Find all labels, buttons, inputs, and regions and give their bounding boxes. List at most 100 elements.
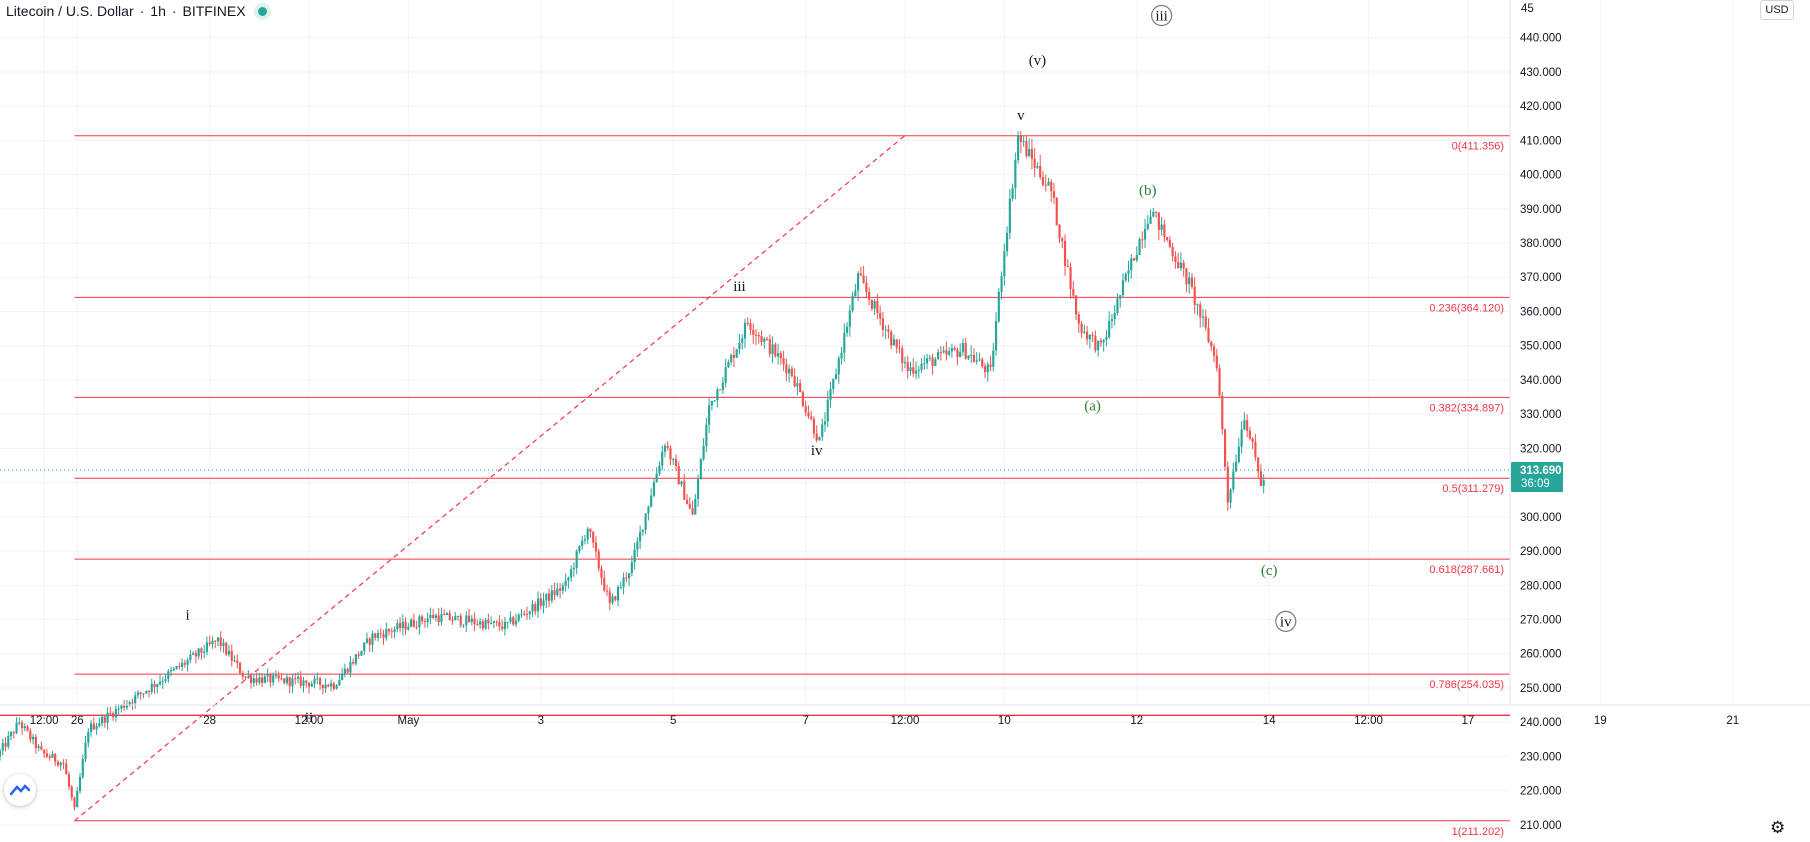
candle-body xyxy=(636,541,639,550)
candle-body xyxy=(961,343,965,352)
candle-body xyxy=(1254,441,1257,458)
candle-body xyxy=(125,704,129,708)
candle-body xyxy=(426,618,429,623)
candle-body xyxy=(432,614,435,619)
wave-label: iv xyxy=(811,443,823,459)
candle-body xyxy=(881,318,885,330)
candle-body xyxy=(429,614,432,619)
candle-body xyxy=(443,613,446,615)
time-tick-label: 3 xyxy=(538,715,544,727)
candle-body xyxy=(1160,224,1163,230)
candle-body xyxy=(677,466,680,485)
candle-body xyxy=(909,367,912,372)
candle-body xyxy=(520,613,523,615)
candle-body xyxy=(131,702,134,704)
time-tick-label: 14 xyxy=(1263,715,1276,727)
candle-body xyxy=(437,615,440,623)
fib-level-label: 0(411.356) xyxy=(1452,141,1504,153)
wave-label: (b) xyxy=(1139,183,1157,199)
candle-body xyxy=(666,445,669,448)
candle-body xyxy=(451,619,454,621)
candle-body xyxy=(29,730,32,740)
wave-label: iii xyxy=(1155,9,1168,25)
candle-body xyxy=(1215,355,1218,369)
candle-body xyxy=(939,352,942,354)
candle-body xyxy=(1259,471,1263,486)
fibonacci-retracement[interactable]: 0(411.356) 0.236(364.120) 0.382(334.897) 0.… xyxy=(74,135,1510,838)
candle-body xyxy=(622,577,625,587)
candle-body xyxy=(691,508,694,515)
candle-body xyxy=(652,482,655,496)
candle-body xyxy=(1008,198,1011,234)
wave-label: v xyxy=(1017,108,1025,124)
candle-body xyxy=(1014,160,1017,189)
candle-body xyxy=(1157,212,1160,230)
interval: 1h xyxy=(150,3,166,19)
candle-body xyxy=(1235,461,1238,472)
candle-body xyxy=(294,678,297,680)
candle-body xyxy=(1039,165,1042,178)
candle-body xyxy=(1163,224,1166,238)
candle-body xyxy=(440,613,443,623)
candle-body xyxy=(203,651,206,653)
candle-body xyxy=(415,626,418,628)
candle-body xyxy=(459,615,462,626)
time-tick-label: 12:00 xyxy=(30,715,59,727)
candle-body xyxy=(710,400,713,406)
candle-body xyxy=(1135,254,1138,261)
candle-body xyxy=(183,662,186,665)
candle-body xyxy=(360,651,363,656)
candle-body xyxy=(145,690,148,694)
candle-body xyxy=(790,368,793,377)
candle-body xyxy=(981,359,984,367)
candle-body xyxy=(768,339,771,354)
price-tick-label: 45 xyxy=(1521,3,1534,15)
currency-label[interactable]: USD xyxy=(1760,0,1794,20)
candle-body xyxy=(1166,237,1169,240)
candle-body xyxy=(895,339,898,348)
candle-body xyxy=(1116,298,1119,314)
price-series xyxy=(0,130,1265,811)
candle-body xyxy=(724,367,727,383)
candle-body xyxy=(410,619,413,627)
candle-body xyxy=(263,676,266,683)
time-axis[interactable]: 12:00 26 28 12:00 May 3 5 7 12:00 10 12 14 12:00 17 19… xyxy=(0,704,1810,727)
candle-body xyxy=(862,275,865,283)
candle-body xyxy=(208,642,211,644)
candle-body xyxy=(586,528,589,540)
price-tick-label: 250.000 xyxy=(1520,683,1562,695)
candle-body xyxy=(986,364,989,373)
tradingview-logo-icon[interactable] xyxy=(4,774,36,806)
candle-body xyxy=(531,604,534,612)
candle-body xyxy=(233,660,236,662)
candle-body xyxy=(9,732,13,737)
candle-body xyxy=(288,677,291,687)
candle-body xyxy=(1099,340,1102,343)
symbol-legend[interactable]: Litecoin / U.S. Dollar · 1h · BITFINEX xyxy=(6,3,267,19)
candle-body xyxy=(633,549,636,563)
candle-body xyxy=(70,786,73,798)
candle-body xyxy=(363,642,366,652)
candle-body xyxy=(332,683,335,689)
candle-body xyxy=(614,596,617,601)
candle-body xyxy=(572,567,575,570)
candle-body xyxy=(914,370,918,374)
price-tick-label: 360.000 xyxy=(1520,306,1562,318)
price-axis[interactable]: 210.000 220.000 230.000 240.000 250.000 260.0… xyxy=(1509,0,1562,832)
candle-body xyxy=(868,292,871,300)
candle-body xyxy=(495,621,498,623)
time-tick-label: 5 xyxy=(670,715,676,727)
candle-body xyxy=(316,678,319,680)
candle-body xyxy=(834,374,838,379)
candle-body xyxy=(603,577,606,591)
candle-body xyxy=(1030,149,1034,159)
candle-body xyxy=(1091,334,1094,336)
gear-icon[interactable]: ⚙ xyxy=(1770,818,1786,837)
candle-body xyxy=(616,587,620,601)
candle-body xyxy=(967,355,970,359)
candle-body xyxy=(1019,135,1022,142)
candle-body xyxy=(404,621,407,630)
candle-body xyxy=(1047,181,1050,186)
